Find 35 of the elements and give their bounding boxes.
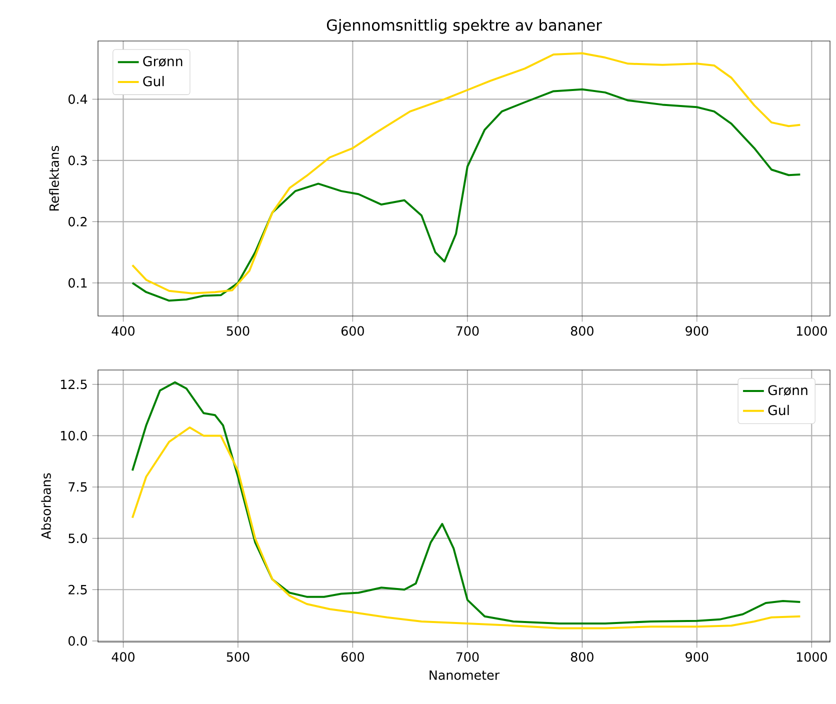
y-tick-label: 0.2 bbox=[68, 216, 87, 226]
legend-label: Grønn bbox=[768, 385, 808, 396]
x-tick-label: 800 bbox=[570, 326, 594, 336]
x-tick-label: 900 bbox=[686, 326, 708, 336]
x-tick-label: 500 bbox=[226, 652, 250, 662]
x-tick-label: 600 bbox=[342, 326, 364, 336]
y-axis-title: Reflektans bbox=[49, 146, 59, 211]
x-tick-label: 400 bbox=[112, 326, 134, 336]
chart-title: Gjennomsnittlig spektre av bananer bbox=[326, 19, 602, 34]
x-tick-label: 1000 bbox=[796, 652, 827, 662]
y-tick-label: 0.3 bbox=[68, 156, 87, 166]
x-tick-label: 700 bbox=[456, 652, 479, 662]
legend-label: Gul bbox=[143, 76, 164, 86]
line-series bbox=[131, 426, 802, 630]
legend-label: Grønn bbox=[143, 56, 182, 67]
y-axis-title: Absorbans bbox=[41, 473, 51, 540]
y-tick-label: 0.1 bbox=[68, 278, 87, 288]
line-series bbox=[131, 52, 802, 294]
x-tick-label: 900 bbox=[686, 652, 708, 662]
x-axis-title: Nanometer bbox=[430, 670, 500, 680]
y-tick-label: 0.0 bbox=[68, 636, 87, 646]
y-tick-label: 0.4 bbox=[68, 94, 88, 104]
x-tick-label: 500 bbox=[226, 326, 250, 336]
x-tick-label: 600 bbox=[342, 652, 364, 662]
y-tick-label: 5.0 bbox=[68, 534, 87, 544]
y-tick-label: 12.5 bbox=[61, 380, 87, 390]
x-tick-label: 800 bbox=[570, 652, 594, 662]
y-tick-label: 7.5 bbox=[68, 482, 87, 492]
y-tick-label: 10.0 bbox=[61, 430, 87, 440]
line-series bbox=[131, 88, 802, 302]
x-tick-label: 700 bbox=[456, 326, 479, 336]
legend-label: Gul bbox=[768, 404, 789, 416]
x-tick-label: 400 bbox=[112, 652, 134, 662]
y-tick-label: 2.5 bbox=[68, 584, 87, 594]
x-tick-label: 1000 bbox=[796, 326, 827, 336]
